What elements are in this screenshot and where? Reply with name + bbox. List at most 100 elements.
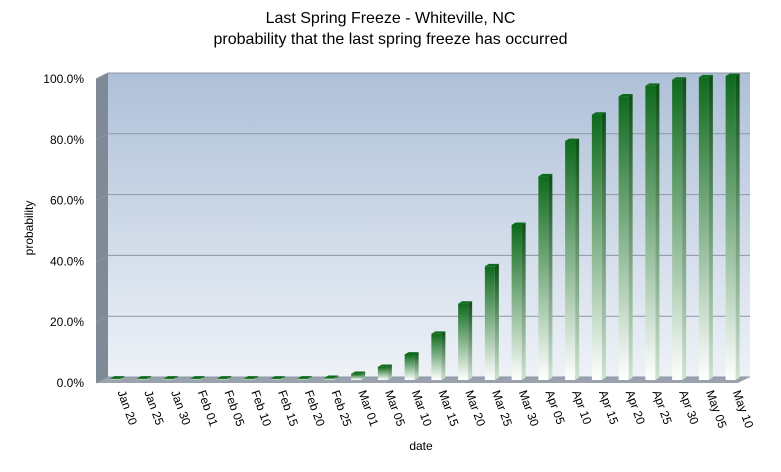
bar <box>565 141 576 380</box>
bar-side <box>147 376 152 380</box>
bar-side <box>200 376 205 380</box>
x-tick-label: Feb 10 <box>248 388 274 428</box>
x-axis-label: date <box>409 439 433 453</box>
bar-side <box>441 331 446 380</box>
bar <box>351 373 362 380</box>
bar-side <box>628 93 633 380</box>
bar <box>645 85 656 380</box>
plot-side-wall <box>96 73 108 383</box>
bar <box>725 76 736 380</box>
bar <box>190 378 201 380</box>
bar-side <box>307 376 312 380</box>
bar <box>163 378 174 380</box>
y-axis-ticks: 0.0% 20.0% 40.0% 60.0% 80.0% 100.0% <box>43 72 84 390</box>
bar <box>511 224 522 380</box>
bar-top <box>110 376 125 379</box>
bar-top <box>725 73 740 76</box>
bar <box>698 77 709 380</box>
chart-subtitle: probability that the last spring freeze … <box>213 31 568 48</box>
x-tick-label: Feb 05 <box>222 388 248 428</box>
x-tick-label: Mar 10 <box>409 388 435 428</box>
bar <box>244 378 255 380</box>
y-tick-label: 100.0% <box>43 72 84 86</box>
bar <box>110 378 121 380</box>
bar <box>591 114 602 380</box>
bar-side <box>173 376 178 380</box>
bar <box>137 378 148 380</box>
bar-top <box>270 376 285 379</box>
bar <box>484 266 495 380</box>
bar-side <box>521 222 526 380</box>
x-tick-label: Mar 05 <box>382 388 408 428</box>
y-tick-label: 0.0% <box>57 376 85 390</box>
x-tick-label: Apr 05 <box>543 388 568 426</box>
bar-top <box>618 93 633 97</box>
bar <box>672 79 683 380</box>
x-tick-label: Mar 20 <box>462 388 488 428</box>
chart-title: Last Spring Freeze - Whiteville, NC <box>265 10 516 27</box>
bar-top <box>163 376 178 379</box>
bar <box>377 366 388 380</box>
x-tick-label: May 05 <box>703 388 730 430</box>
gridline-side <box>95 194 109 202</box>
plot-floor <box>96 377 750 383</box>
bar-side <box>655 83 660 380</box>
bar-top <box>217 376 232 379</box>
bar <box>618 96 629 381</box>
x-tick-label: Apr 30 <box>676 388 701 426</box>
bar-top <box>511 222 526 225</box>
bar-top <box>351 371 366 374</box>
x-tick-label: Feb 01 <box>195 388 221 428</box>
y-axis-label: probability <box>22 201 36 256</box>
bar-top <box>404 352 419 355</box>
bar-top <box>538 173 553 177</box>
bar-top <box>484 263 499 267</box>
bar <box>538 176 549 380</box>
bar-top <box>377 364 392 367</box>
bar-top <box>458 301 473 304</box>
bar-side <box>708 74 713 380</box>
bar-side <box>120 376 125 380</box>
bar-side <box>468 301 473 380</box>
bar-side <box>227 376 232 380</box>
x-tick-label: Feb 20 <box>302 388 328 428</box>
x-tick-label: May 10 <box>730 388 757 430</box>
plot-background <box>96 73 750 383</box>
gridline-side <box>95 254 109 262</box>
bar-top <box>190 376 205 379</box>
bar <box>458 303 469 380</box>
bar-top <box>698 74 713 78</box>
bars <box>110 73 740 381</box>
x-tick-label: Apr 25 <box>650 388 675 426</box>
bar-side <box>361 371 366 380</box>
y-tick-label: 40.0% <box>50 254 84 268</box>
bar <box>404 354 415 380</box>
bar-side <box>601 112 606 380</box>
gridlines <box>95 72 750 384</box>
x-tick-label: Apr 15 <box>596 388 621 426</box>
bar <box>270 378 281 380</box>
bar-side <box>334 375 339 380</box>
bar-side <box>494 263 499 380</box>
x-tick-label: Jan 25 <box>141 388 167 427</box>
bar-side <box>414 352 419 380</box>
x-tick-label: Apr 10 <box>569 388 594 426</box>
plot-back-wall <box>108 73 750 377</box>
bar-top <box>591 112 606 115</box>
bar-side <box>682 77 687 381</box>
bar-top <box>244 376 259 379</box>
gridline-side <box>95 376 109 384</box>
gridline-side <box>95 72 109 80</box>
bar-side <box>548 173 553 380</box>
bar-top <box>137 376 152 379</box>
bar <box>217 378 228 380</box>
bar-top <box>324 375 339 378</box>
bar-side <box>254 376 259 380</box>
bar <box>297 378 308 380</box>
y-tick-label: 80.0% <box>50 133 84 147</box>
bar-top <box>672 77 687 80</box>
x-axis-ticks: Jan 20 Jan 25 Jan 30 Feb 01 Feb 05 Feb 10 Feb … <box>115 388 757 430</box>
y-tick-label: 60.0% <box>50 194 84 208</box>
bar-side <box>280 376 285 380</box>
